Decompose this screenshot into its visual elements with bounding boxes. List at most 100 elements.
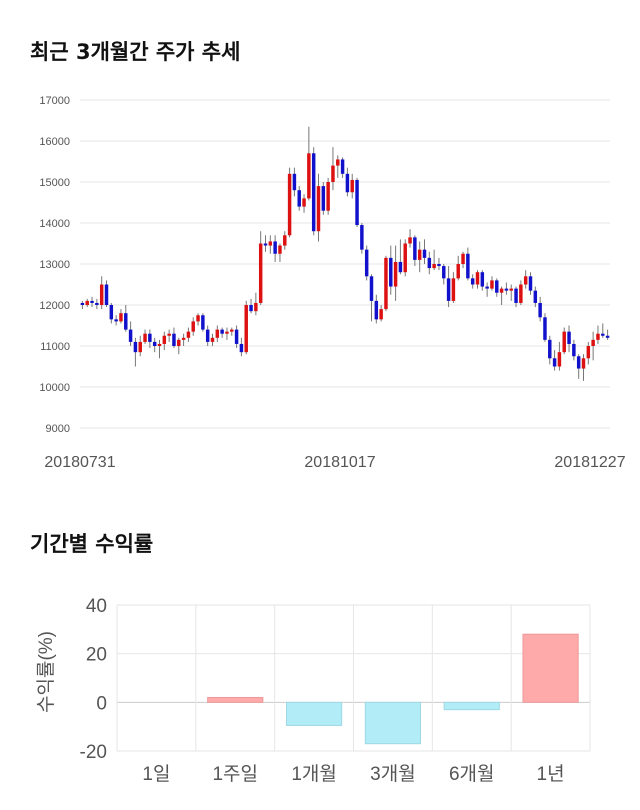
candle: [557, 341, 562, 371]
candle-body: [186, 331, 191, 338]
candle: [80, 300, 85, 310]
candle: [576, 354, 581, 379]
candle-body: [576, 356, 581, 369]
candle: [475, 270, 480, 289]
candle: [340, 157, 345, 178]
candle-body: [133, 341, 138, 353]
candle: [432, 249, 436, 271]
candle-body: [403, 243, 407, 273]
candle-body: [596, 333, 600, 340]
candle-body: [258, 243, 263, 303]
candle: [104, 280, 109, 308]
returns-bar: [364, 701, 422, 745]
candle-body: [432, 264, 436, 269]
candle: [205, 325, 210, 346]
candle-body: [138, 341, 142, 353]
candle-body: [389, 257, 393, 287]
candle-body: [557, 352, 562, 367]
candle: [225, 327, 229, 340]
candle: [201, 313, 205, 332]
candle-body: [528, 276, 533, 291]
candle-body: [480, 272, 485, 287]
candle: [133, 337, 138, 367]
candle: [95, 298, 99, 310]
candle: [239, 337, 244, 357]
candle: [350, 173, 354, 199]
candle: [292, 167, 297, 197]
candle: [360, 223, 364, 254]
candle-body: [99, 284, 104, 305]
candle-body: [177, 339, 181, 346]
candle: [538, 296, 542, 322]
candle: [446, 266, 451, 308]
candle: [514, 286, 518, 308]
returns-y-tick-label: -20: [80, 742, 107, 763]
returns-y-tick-label: 0: [96, 693, 107, 714]
candle-body: [514, 288, 518, 303]
candle: [181, 333, 186, 346]
candle: [461, 251, 465, 269]
candle-body: [336, 159, 340, 166]
candle-body: [148, 333, 152, 342]
candle-x-axis: 20180731 20181017 20181227: [44, 454, 625, 471]
candle-body: [393, 261, 398, 287]
candle: [528, 272, 533, 295]
candle: [148, 329, 152, 349]
candle-body: [427, 257, 432, 269]
candle: [437, 257, 441, 271]
candle-body: [470, 278, 475, 285]
candle-body: [128, 329, 133, 342]
candle: [567, 325, 571, 353]
candle-body: [268, 241, 273, 246]
returns-x-tick-label: 1개월: [291, 763, 337, 785]
returns-x-tick-label: 1일: [142, 763, 170, 785]
candle: [403, 239, 407, 277]
returns-grid: [116, 604, 591, 752]
candle-body: [601, 333, 605, 336]
candle: [128, 321, 133, 346]
returns-y-tick-label: 20: [86, 645, 107, 666]
returns-x-tick-label: 1주일: [212, 763, 258, 785]
candle: [384, 255, 388, 312]
candle: [297, 186, 301, 211]
candle-x-tick-label: 20181227: [554, 454, 625, 471]
candle-body: [605, 335, 610, 338]
candle: [191, 317, 195, 336]
returns-x-tick-label: 3개월: [370, 763, 416, 785]
candle-body: [104, 284, 109, 305]
candle: [311, 147, 316, 236]
candle: [485, 282, 489, 297]
candle: [393, 245, 398, 301]
candle-y-tick-label: 9000: [46, 423, 70, 435]
candle-y-tick-label: 17000: [39, 95, 70, 107]
candle: [331, 147, 335, 191]
candle-body: [369, 276, 374, 301]
candle: [99, 276, 104, 310]
candle: [601, 323, 605, 338]
candle: [398, 239, 403, 275]
candle-body: [543, 317, 547, 340]
candle-body: [523, 276, 528, 285]
returns-y-axis: -20 0 20 40: [80, 596, 107, 763]
candle-body: [302, 198, 306, 207]
candle: [451, 272, 456, 303]
candle-body: [307, 153, 311, 199]
candle-body: [215, 329, 220, 338]
candle: [249, 298, 253, 314]
candle-body: [326, 182, 330, 211]
candle: [466, 247, 470, 281]
candle-body: [355, 179, 359, 226]
candle-body: [451, 278, 456, 301]
candle-body: [152, 341, 157, 346]
candle-body: [475, 272, 480, 285]
candle-body: [364, 249, 369, 277]
candle-body: [490, 280, 494, 289]
candle: [519, 280, 523, 305]
candle: [490, 276, 494, 291]
candle-body: [350, 179, 354, 193]
candle: [273, 235, 277, 262]
candle-body: [331, 165, 335, 182]
period-returns-title: 기간별 수익률: [30, 532, 154, 556]
candle: [389, 245, 393, 295]
candle-y-tick-label: 10000: [39, 382, 70, 394]
